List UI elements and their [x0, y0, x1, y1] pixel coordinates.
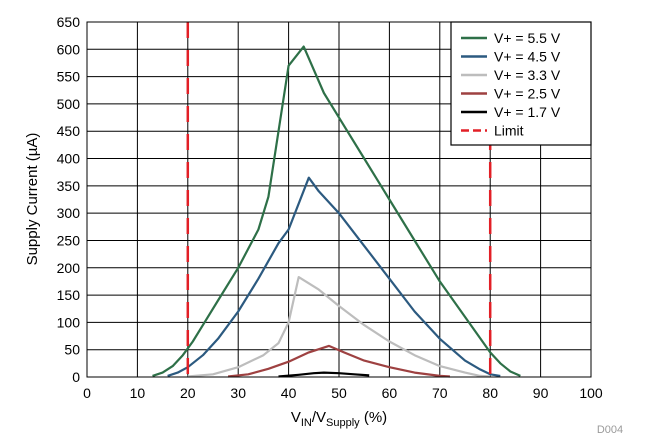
y-tick-label: 500: [57, 96, 81, 112]
x-tick-label: 90: [533, 385, 549, 401]
x-tick-label: 30: [230, 385, 246, 401]
series-line-4: [278, 371, 370, 378]
x-axis-title-sub-supply: Supply: [326, 417, 360, 429]
legend: V+ = 5.5 V V+ = 4.5 V V+ = 3.3 V V+ = 2.5 V…: [450, 21, 592, 146]
legend-label: Limit: [494, 123, 524, 139]
legend-label: V+ = 2.5 V: [494, 86, 561, 102]
x-tick-label: 80: [482, 385, 498, 401]
x-axis-title-slash: /V: [312, 409, 326, 426]
x-tick-label: 70: [432, 385, 448, 401]
x-tick-label: 40: [281, 385, 297, 401]
y-axis-title: Supply Current (µA): [24, 133, 41, 266]
x-tick-label: 60: [382, 385, 398, 401]
legend-label: V+ = 3.3 V: [494, 67, 561, 83]
y-tick-label: 50: [64, 342, 80, 358]
x-axis-title: VIN/VSupply (%): [291, 409, 387, 429]
y-tick-label: 300: [57, 205, 81, 221]
y-tick-label: 400: [57, 151, 81, 167]
x-tick-label: 20: [180, 385, 196, 401]
x-tick-label: 10: [130, 385, 146, 401]
y-tick-label: 600: [57, 41, 81, 57]
series-line-2: [187, 276, 491, 378]
y-tick-label: 0: [72, 369, 80, 385]
x-tick-label: 0: [83, 385, 91, 401]
legend-label: V+ = 1.7 V: [494, 104, 561, 120]
figure-code: D004: [597, 424, 623, 436]
series-line-3: [227, 344, 450, 378]
x-axis-title-sub-in: IN: [301, 417, 312, 429]
x-axis-title-main: V: [291, 409, 301, 426]
y-tick-label: 100: [57, 314, 81, 330]
x-axis-title-unit: (%): [360, 409, 388, 426]
y-tick-label: 200: [57, 260, 81, 276]
x-tick-label: 100: [579, 385, 603, 401]
series-line-1: [167, 176, 501, 377]
series-line-0: [152, 45, 521, 377]
x-tick-label: 50: [331, 385, 347, 401]
y-tick-label: 250: [57, 232, 81, 248]
y-tick-label: 350: [57, 178, 81, 194]
y-tick-label: 550: [57, 69, 81, 85]
tick-labels: 0 10 20 30 40 50 60 70 80 90 100 0 50 100 150 200 250 300…: [57, 14, 603, 401]
legend-label: V+ = 4.5 V: [494, 49, 561, 65]
legend-box: [450, 21, 592, 146]
y-tick-label: 150: [57, 287, 81, 303]
y-tick-label: 650: [57, 14, 81, 30]
plot-frame: [86, 21, 592, 378]
legend-label: V+ = 5.5 V: [494, 30, 561, 46]
y-tick-label: 450: [57, 123, 81, 139]
